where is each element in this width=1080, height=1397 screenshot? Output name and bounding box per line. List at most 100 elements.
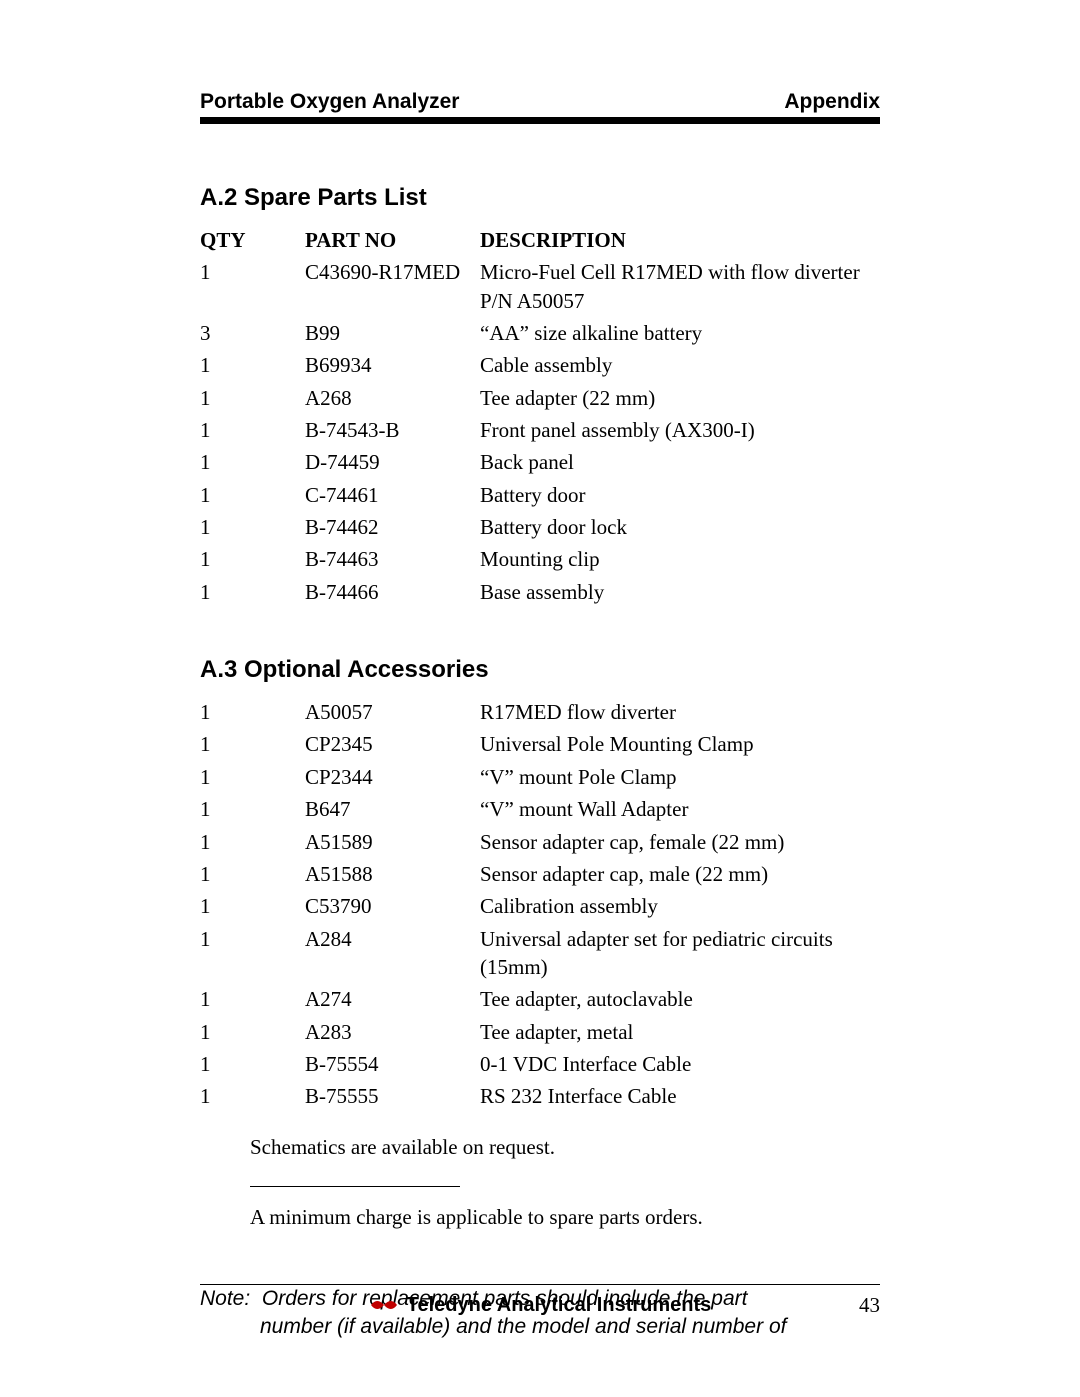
cell-qty: 1	[200, 349, 305, 381]
table-row: 1D-74459Back panel	[200, 446, 880, 478]
cell-qty: 1	[200, 696, 305, 728]
footer-row: Teledyne Analytical Instruments 43	[200, 1291, 880, 1319]
cell-part: B-74463	[305, 543, 480, 575]
table-row: 3B99“AA” size alkaline battery	[200, 317, 880, 349]
col-header-qty: QTY	[200, 224, 305, 256]
cell-desc: Front panel assembly (AX300-I)	[480, 414, 880, 446]
footer-rule	[200, 1284, 880, 1285]
cell-desc: “V” mount Pole Clamp	[480, 761, 880, 793]
cell-part: CP2345	[305, 728, 480, 760]
cell-qty: 1	[200, 543, 305, 575]
table-row: 1B-75555RS 232 Interface Cable	[200, 1080, 880, 1112]
cell-qty: 1	[200, 1048, 305, 1080]
cell-part: C-74461	[305, 479, 480, 511]
table-row: 1B-74462Battery door lock	[200, 511, 880, 543]
table-row: 1A284Universal adapter set for pediatric…	[200, 923, 880, 984]
cell-qty: 1	[200, 256, 305, 317]
cell-part: A283	[305, 1016, 480, 1048]
table-row: 1C-74461Battery door	[200, 479, 880, 511]
table-row: 1A51588Sensor adapter cap, male (22 mm)	[200, 858, 880, 890]
cell-qty: 1	[200, 728, 305, 760]
cell-qty: 1	[200, 761, 305, 793]
header-right: Appendix	[784, 90, 880, 114]
cell-desc: Back panel	[480, 446, 880, 478]
cell-qty: 3	[200, 317, 305, 349]
section-heading-spare-parts: A.2 Spare Parts List	[200, 184, 880, 212]
page-number: 43	[859, 1293, 880, 1318]
section-heading-accessories: A.3 Optional Accessories	[200, 656, 880, 684]
cell-desc: Battery door lock	[480, 511, 880, 543]
cell-qty: 1	[200, 511, 305, 543]
cell-part: A274	[305, 983, 480, 1015]
cell-part: B-74543-B	[305, 414, 480, 446]
cell-part: B99	[305, 317, 480, 349]
spare-parts-table: QTY PART NO DESCRIPTION 1C43690-R17MEDMi…	[200, 224, 880, 608]
teledyne-logo-icon	[369, 1295, 399, 1315]
table-row: 1B-74543-BFront panel assembly (AX300-I)	[200, 414, 880, 446]
table-row: 1A274Tee adapter, autoclavable	[200, 983, 880, 1015]
cell-part: CP2344	[305, 761, 480, 793]
table-row: 1C53790Calibration assembly	[200, 890, 880, 922]
page: Portable Oxygen Analyzer Appendix A.2 Sp…	[0, 0, 1080, 1397]
footer-company: Teledyne Analytical Instruments	[407, 1294, 712, 1317]
cell-part: B647	[305, 793, 480, 825]
cell-desc: Cable assembly	[480, 349, 880, 381]
cell-qty: 1	[200, 576, 305, 608]
cell-part: A284	[305, 923, 480, 984]
cell-desc: Tee adapter (22 mm)	[480, 382, 880, 414]
cell-qty: 1	[200, 1080, 305, 1112]
cell-desc: Universal Pole Mounting Clamp	[480, 728, 880, 760]
cell-part: A51588	[305, 858, 480, 890]
cell-desc: Calibration assembly	[480, 890, 880, 922]
table-row: 1A268Tee adapter (22 mm)	[200, 382, 880, 414]
cell-part: B-74466	[305, 576, 480, 608]
cell-qty: 1	[200, 382, 305, 414]
cell-desc: “V” mount Wall Adapter	[480, 793, 880, 825]
cell-part: B69934	[305, 349, 480, 381]
table-row: 1CP2344“V” mount Pole Clamp	[200, 761, 880, 793]
cell-part: D-74459	[305, 446, 480, 478]
cell-desc: RS 232 Interface Cable	[480, 1080, 880, 1112]
cell-desc: Tee adapter, autoclavable	[480, 983, 880, 1015]
footer-title: Teledyne Analytical Instruments	[369, 1294, 712, 1317]
table-header-row: QTY PART NO DESCRIPTION	[200, 224, 880, 256]
cell-desc: Universal adapter set for pediatric circ…	[480, 923, 880, 984]
cell-qty: 1	[200, 446, 305, 478]
cell-desc: 0-1 VDC Interface Cable	[480, 1048, 880, 1080]
accessories-table: 1A50057R17MED flow diverter1CP2345Univer…	[200, 696, 880, 1112]
table-row: 1B-74463Mounting clip	[200, 543, 880, 575]
cell-part: C43690-R17MED	[305, 256, 480, 317]
cell-desc: Base assembly	[480, 576, 880, 608]
table-row: 1CP2345Universal Pole Mounting Clamp	[200, 728, 880, 760]
table-row: 1A283Tee adapter, metal	[200, 1016, 880, 1048]
cell-qty: 1	[200, 414, 305, 446]
cell-desc: “AA” size alkaline battery	[480, 317, 880, 349]
table-row: 1B647“V” mount Wall Adapter	[200, 793, 880, 825]
page-footer: Teledyne Analytical Instruments 43	[200, 1284, 880, 1319]
schematics-note: Schematics are available on request.	[250, 1135, 880, 1160]
table-row: 1C43690-R17MEDMicro-Fuel Cell R17MED wit…	[200, 256, 880, 317]
divider-short	[250, 1186, 460, 1187]
table-row: 1A51589Sensor adapter cap, female (22 mm…	[200, 826, 880, 858]
table-row: 1B-74466Base assembly	[200, 576, 880, 608]
header-left: Portable Oxygen Analyzer	[200, 90, 459, 114]
cell-desc: Sensor adapter cap, female (22 mm)	[480, 826, 880, 858]
cell-desc: Sensor adapter cap, male (22 mm)	[480, 858, 880, 890]
cell-qty: 1	[200, 890, 305, 922]
cell-qty: 1	[200, 793, 305, 825]
cell-part: A50057	[305, 696, 480, 728]
cell-part: B-75555	[305, 1080, 480, 1112]
min-charge-note: A minimum charge is applicable to spare …	[250, 1205, 880, 1230]
cell-part: A268	[305, 382, 480, 414]
cell-desc: Mounting clip	[480, 543, 880, 575]
header-bar: Portable Oxygen Analyzer Appendix	[200, 90, 880, 124]
cell-desc: Micro-Fuel Cell R17MED with flow diverte…	[480, 256, 880, 317]
cell-part: C53790	[305, 890, 480, 922]
cell-part: B-74462	[305, 511, 480, 543]
cell-desc: R17MED flow diverter	[480, 696, 880, 728]
cell-desc: Battery door	[480, 479, 880, 511]
col-header-desc: DESCRIPTION	[480, 224, 880, 256]
table-row: 1A50057R17MED flow diverter	[200, 696, 880, 728]
cell-part: B-75554	[305, 1048, 480, 1080]
cell-qty: 1	[200, 923, 305, 984]
